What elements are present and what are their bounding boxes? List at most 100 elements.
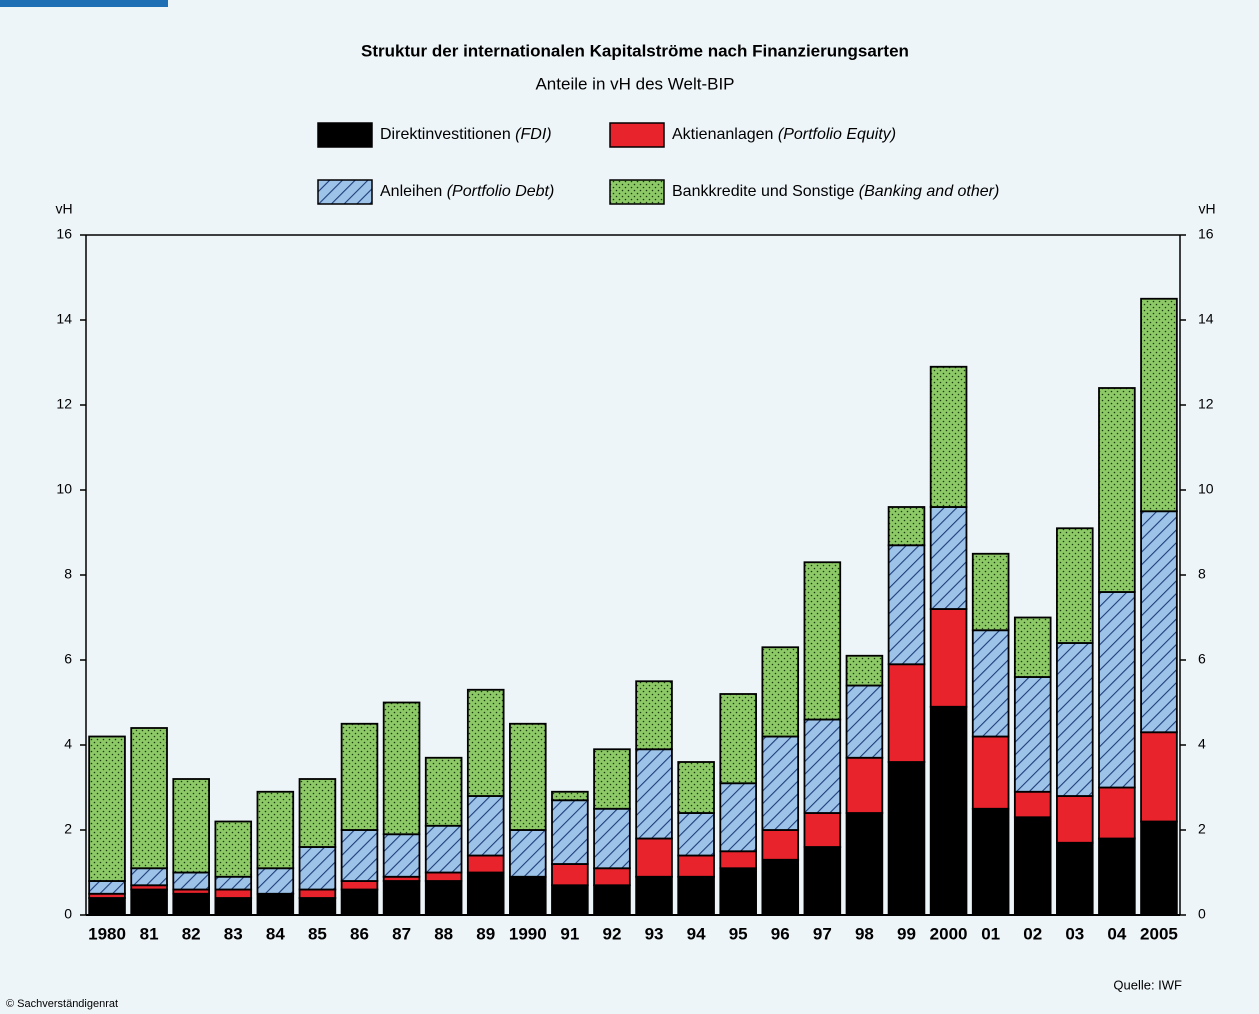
bar-segment [298, 778, 337, 848]
legend-swatch [317, 122, 373, 148]
bar-segment [971, 552, 1010, 632]
bar-segment [845, 812, 884, 916]
x-tick-label: 93 [645, 924, 664, 943]
y2-tick-label: 8 [1198, 566, 1206, 582]
y-tick-label: 4 [64, 736, 72, 752]
legend-label: Bankkredite und Sonstige (Banking and ot… [672, 183, 999, 200]
brand-bar [0, 0, 168, 7]
x-tick-label: 91 [560, 924, 579, 943]
bar-segment [256, 867, 295, 895]
bar-segment [719, 693, 757, 785]
x-tick-label: 04 [1107, 924, 1126, 943]
bar-segment [845, 654, 884, 687]
bar-segment [971, 807, 1010, 916]
bar-segment [340, 722, 379, 831]
bar-segment [130, 727, 168, 870]
x-tick-label: 1990 [509, 924, 547, 943]
bar-segment [509, 829, 547, 878]
bar-segment [1056, 841, 1094, 916]
x-tick-label: 98 [855, 924, 874, 943]
x-tick-label: 82 [182, 924, 201, 943]
x-tick-label: 99 [897, 924, 916, 943]
bar-segment [719, 867, 757, 916]
bar-segment [130, 867, 168, 887]
bar-segment [172, 892, 210, 916]
bar-segment [1140, 731, 1178, 823]
bar-segment [1013, 676, 1052, 793]
bar-segment [551, 863, 589, 887]
y2-tick-label: 16 [1198, 226, 1214, 242]
y-tick-label: 16 [56, 226, 72, 242]
bar-segment [1098, 837, 1136, 916]
y2-tick-label: 6 [1198, 651, 1206, 667]
bar-segment [1140, 297, 1178, 513]
bar-segment [466, 871, 505, 916]
bar-segment [1056, 527, 1094, 644]
x-tick-label: 01 [981, 924, 1000, 943]
bar-segment [761, 646, 800, 738]
bar-segment [803, 846, 842, 916]
bar-segment [424, 871, 463, 882]
bar-segment [214, 897, 253, 916]
bar-segment [929, 506, 968, 610]
bar-segment [172, 778, 210, 874]
x-tick-label: 87 [392, 924, 411, 943]
bar-segment [509, 875, 547, 916]
bar-segment [845, 684, 884, 759]
bar-segment [929, 608, 968, 708]
bar-segment [593, 807, 631, 870]
bar-segment [1013, 790, 1052, 819]
bar-segment [971, 629, 1010, 738]
bar-segment [340, 880, 379, 891]
bar-segment [761, 858, 800, 916]
y-tick-label: 0 [64, 906, 72, 922]
bar-segment [214, 820, 253, 878]
bar-segment [509, 722, 547, 831]
bar-segment [761, 829, 800, 861]
bar-segment [929, 365, 968, 508]
legend-label: Direktinvestitionen (FDI) [380, 126, 552, 143]
y2-axis-label: vH [1198, 201, 1215, 217]
bar-segment [719, 850, 757, 870]
y-axis-label: vH [55, 201, 72, 217]
bar-segment [1098, 591, 1136, 789]
bar-segment [1056, 795, 1094, 844]
y-tick-label: 8 [64, 566, 72, 582]
x-tick-label: 86 [350, 924, 369, 943]
y2-tick-label: 4 [1198, 736, 1206, 752]
bar-segment [88, 735, 126, 882]
bar-segment [677, 854, 715, 878]
bar-segment [803, 561, 842, 721]
bar-segment [677, 812, 715, 857]
bar-segment [1013, 816, 1052, 916]
bar-segment [214, 888, 253, 899]
bar-segment [677, 761, 715, 814]
bar-segment [1098, 786, 1136, 840]
legend-swatch [317, 179, 373, 205]
bar-segment [803, 812, 842, 848]
bar-segment [551, 799, 589, 865]
bar-segment [887, 761, 926, 916]
chart-title: Struktur der internationalen Kapitalströ… [361, 41, 909, 60]
bar-segment [887, 506, 926, 547]
x-tick-label: 83 [224, 924, 243, 943]
bar-segment [635, 748, 673, 840]
x-tick-label: 2000 [930, 924, 968, 943]
bar-segment [845, 756, 884, 814]
x-tick-label: 84 [266, 924, 285, 943]
bar-segment [256, 790, 295, 870]
x-tick-label: 95 [729, 924, 748, 943]
legend-label: Aktienanlagen (Portfolio Equity) [672, 126, 896, 143]
bar-segment [340, 888, 379, 916]
bar-segment [88, 897, 126, 916]
bar-segment [635, 875, 673, 916]
y2-tick-label: 2 [1198, 821, 1206, 837]
y-tick-label: 14 [56, 311, 72, 327]
bar-segment [424, 756, 463, 827]
bar-segment [677, 875, 715, 916]
x-tick-label: 2005 [1140, 924, 1178, 943]
legend-swatch [609, 179, 665, 205]
x-tick-label: 94 [687, 924, 706, 943]
y2-tick-label: 12 [1198, 396, 1214, 412]
